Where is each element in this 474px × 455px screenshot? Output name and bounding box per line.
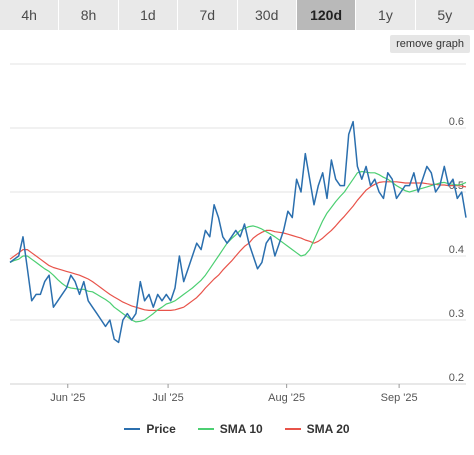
legend-label: SMA 20 [306,422,350,436]
y-tick-label: 0.6 [449,116,464,128]
series-line-sma-20 [9,181,467,311]
legend-swatch [197,428,214,430]
tab-30d[interactable]: 30d [237,0,297,30]
tab-1d[interactable]: 1d [118,0,179,30]
x-tick-label: Sep '25 [381,392,418,404]
legend-item-sma-20[interactable]: SMA 20 [284,420,350,438]
tab-8h[interactable]: 8h [59,0,119,30]
remove-graph-button[interactable]: remove graph [390,35,470,53]
legend-swatch [284,428,301,430]
series-line-price [9,120,467,344]
legend-swatch [124,428,141,430]
legend-item-price[interactable]: Price [124,420,176,438]
legend-label: SMA 10 [219,422,263,436]
tab-1y[interactable]: 1y [356,0,416,30]
y-tick-label: 0.4 [449,244,464,256]
x-tick-label: Jun '25 [50,392,85,404]
x-tick-label: Aug '25 [268,392,305,404]
tab-7d[interactable]: 7d [178,0,238,30]
tab-5y[interactable]: 5y [415,0,474,30]
y-tick-label: 0.2 [449,372,464,384]
legend-label: Price [146,422,176,436]
tab-120d[interactable]: 120d [296,0,357,30]
series-line-sma-10 [9,170,467,323]
x-tick-label: Jul '25 [152,392,183,404]
legend-item-sma-10[interactable]: SMA 10 [197,420,263,438]
tab-4h[interactable]: 4h [0,0,60,30]
timeframe-tabs: 4h 8h 1d 7d 30d 120d 1y 5y [0,0,474,30]
y-tick-label: 0.3 [449,308,464,320]
chart-legend: Price SMA 10 SMA 20 [0,420,474,438]
